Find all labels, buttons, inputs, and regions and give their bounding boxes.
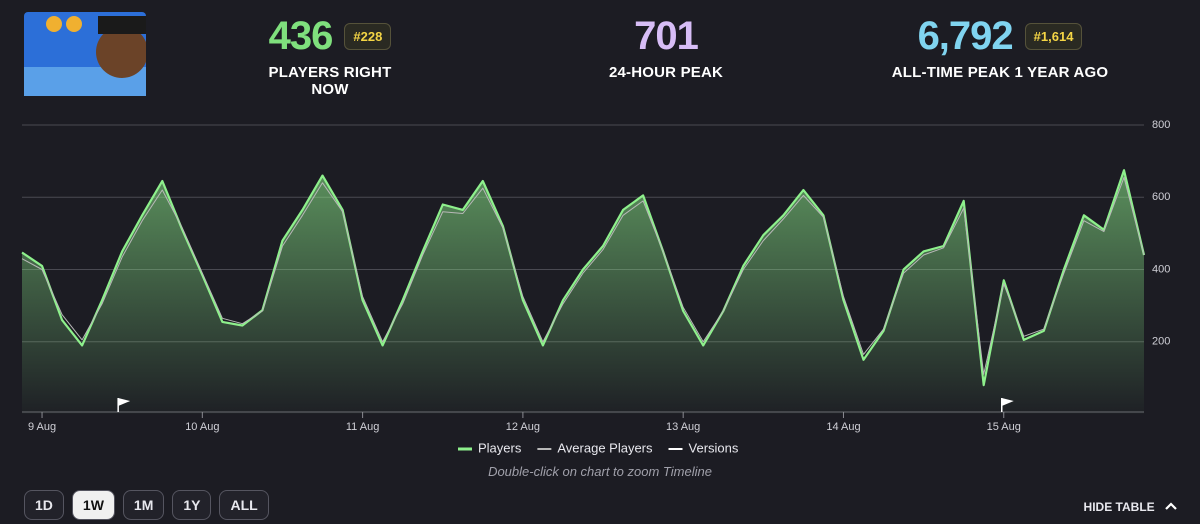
- x-tick-label: 9 Aug: [28, 421, 56, 433]
- rank-badge: #228: [344, 22, 392, 50]
- range-buttons: 1D 1W 1M 1Y ALL: [24, 490, 269, 520]
- legend-label: Average Players: [557, 440, 653, 455]
- range-button[interactable]: ALL: [219, 490, 269, 520]
- range-button[interactable]: 1M: [122, 490, 165, 520]
- game-icon: [24, 12, 146, 96]
- area: [22, 170, 1144, 414]
- stat-label: 24-HOUR PEAK: [608, 64, 724, 81]
- icon-face: [96, 26, 146, 78]
- players-line: [21, 169, 1146, 387]
- x-tick-label: 11 Aug: [346, 421, 379, 433]
- x-tick-label: 14 Aug: [826, 421, 860, 433]
- legend-label: Versions: [689, 440, 739, 455]
- stat-value: 6,792: [917, 14, 1014, 58]
- version-flag: [117, 398, 131, 412]
- hide-table-label[interactable]: HIDE TABLE: [1083, 500, 1155, 514]
- stat-players-now: 436 #228 PLAYERS RIGHT NOW: [250, 14, 410, 98]
- average-line: [21, 176, 1145, 375]
- range-button[interactable]: 1W: [71, 490, 115, 520]
- stat-all-time: 6,792 #1,614 ALL-TIME PEAK 1 YEAR AGO: [880, 14, 1120, 81]
- version-flag: [1000, 398, 1014, 412]
- flag: [1001, 398, 1014, 406]
- icon-badge: [66, 16, 82, 32]
- hide-table[interactable]: HIDE TABLE: [1084, 500, 1178, 514]
- rank-badge: #1,614: [1024, 22, 1083, 50]
- stat-label: ALL-TIME PEAK 1 YEAR AGO: [891, 64, 1109, 81]
- stat-peak-24h: 701 24-HOUR PEAK: [586, 14, 746, 81]
- chevron[interactable]: [1164, 501, 1178, 511]
- hint: Double-click on chart to zoom Timeline: [488, 464, 712, 479]
- chart: 200 400 600 800 9 Aug 10 Aug 11 Aug 12 Aug 13 Au…: [21, 119, 1170, 455]
- x-tick-label: 12 Aug: [506, 421, 540, 433]
- range-button[interactable]: 1Y: [172, 490, 212, 520]
- range-button[interactable]: 1D: [24, 490, 64, 520]
- y-tick-label: 600: [1152, 191, 1170, 203]
- x-tick-label: 10 Aug: [185, 421, 219, 433]
- y-tick-label: 400: [1152, 263, 1170, 275]
- y-tick-label: 800: [1152, 119, 1170, 131]
- x-tick-label: 13 Aug: [666, 421, 700, 433]
- flag: [118, 398, 131, 406]
- legend-label: Players: [478, 440, 522, 455]
- icon-hair: [98, 16, 146, 34]
- y-tick-label: 200: [1152, 336, 1170, 348]
- icon-badge: [46, 16, 62, 32]
- stat-label: PLAYERS RIGHT NOW: [268, 64, 392, 98]
- stat-value: 436: [268, 14, 334, 58]
- stat-value: 701: [634, 14, 699, 58]
- x-tick-label: 15 Aug: [987, 421, 1021, 433]
